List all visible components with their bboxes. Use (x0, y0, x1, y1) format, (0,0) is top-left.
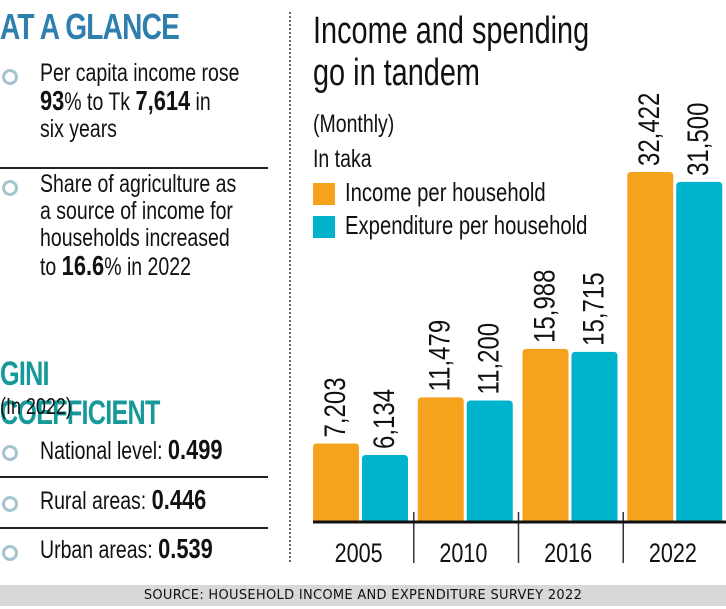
at-a-glance-panel: AT A GLANCE Per capita income rose 93% to… (0, 0, 272, 575)
bullet-ring-icon (2, 545, 18, 561)
data-label: 11,200 (471, 323, 505, 395)
gini-item-national: National level: 0.499 (40, 436, 223, 465)
bullet-text-agriculture: Share of agriculture as a source of incom… (40, 171, 236, 281)
bullet-text-income: Per capita income rose 93% to Tk 7,614 in… (40, 60, 239, 143)
bullet-line: to 16.6% in 2022 (40, 252, 236, 281)
bullet-text: six years (40, 115, 117, 143)
bullet-line: 93% to Tk 7,614 in (40, 87, 239, 116)
bullet-text: % to Tk (64, 88, 136, 116)
bullet-text: Per capita income rose (40, 59, 240, 87)
legend-label-expenditure: Expenditure per household (345, 210, 588, 240)
chart-unit-label: In taka (313, 145, 372, 173)
gini-item-rural: Rural areas: 0.446 (40, 486, 206, 515)
bullet-ring-icon (2, 180, 18, 196)
legend-swatch-expenditure (313, 216, 335, 238)
bar-income-2005 (313, 443, 359, 521)
bullet-line: Share of agriculture as (40, 171, 236, 198)
gini-label: National level: (40, 437, 168, 465)
bar-expenditure-2005 (362, 454, 408, 521)
bullet-line: households increased (40, 225, 236, 252)
divider-rule (0, 476, 268, 478)
highlight-value: 7,614 (135, 85, 191, 116)
data-label: 31,500 (681, 103, 715, 176)
data-label: 15,715 (576, 272, 610, 345)
x-tick-label: 2016 (544, 539, 592, 569)
chart-subtitle: (Monthly) (313, 110, 395, 138)
bullet-text: % in 2022 (104, 253, 191, 281)
gini-value: 0.539 (158, 533, 213, 564)
divider-rule (0, 527, 268, 529)
data-label: 7,203 (317, 377, 351, 437)
gini-value: 0.499 (167, 434, 223, 465)
bar-expenditure-2022 (676, 181, 723, 521)
gini-coefficient-title: GINI COEFFICIENT (0, 355, 160, 432)
bar-income-2016 (522, 348, 569, 521)
legend-swatch-income (313, 183, 335, 205)
bullet-text: in (190, 88, 211, 116)
at-a-glance-title: AT A GLANCE (0, 6, 180, 47)
gini-item-urban: Urban areas: 0.539 (40, 535, 213, 564)
bullet-line: six years (40, 116, 239, 143)
chart-title-line: go in tandem (313, 52, 480, 94)
bullet-ring-icon (2, 69, 18, 85)
source-note: SOURCE: HOUSEHOLD INCOME AND EXPENDITURE… (0, 585, 726, 606)
bullet-line: a source of income for (40, 198, 236, 225)
bullet-text: to (40, 253, 62, 281)
bullet-line: Per capita income rose (40, 60, 239, 87)
chart-title: Income and spending go in tandem (313, 10, 589, 94)
bullet-text: a source of income for (40, 197, 233, 225)
bullet-ring-icon (2, 496, 18, 512)
bullet-text: Share of agriculture as (40, 170, 237, 198)
gini-subtitle: (In 2022) (0, 393, 72, 419)
chart-title-line: Income and spending (313, 10, 590, 52)
x-tick-label: 2005 (335, 539, 383, 569)
highlight-value: 16.6 (61, 250, 105, 281)
data-label: 6,134 (366, 389, 400, 449)
highlight-value: 93 (40, 85, 65, 116)
x-tick-label: 2022 (649, 539, 697, 569)
data-label: 15,988 (527, 270, 561, 343)
bar-income-2010 (417, 397, 464, 521)
bar-income-2022 (627, 172, 674, 521)
bar-chart: 7,203 6,134 2005 11,479 11,200 2010 15,988 15,7… (313, 93, 726, 569)
bullet-text: households increased (40, 224, 230, 252)
legend-label-income: Income per household (345, 177, 546, 207)
bar-expenditure-2016 (571, 351, 618, 521)
bar-expenditure-2010 (466, 400, 513, 521)
data-label: 32,422 (632, 93, 666, 166)
gini-value: 0.446 (151, 484, 207, 515)
data-label: 11,479 (422, 320, 456, 392)
divider-rule (0, 167, 268, 169)
gini-label: Urban areas: (40, 536, 159, 564)
x-tick-label: 2010 (439, 539, 487, 569)
gini-label: Rural areas: (40, 487, 152, 515)
dotted-divider (289, 12, 291, 562)
bullet-ring-icon (2, 445, 18, 461)
